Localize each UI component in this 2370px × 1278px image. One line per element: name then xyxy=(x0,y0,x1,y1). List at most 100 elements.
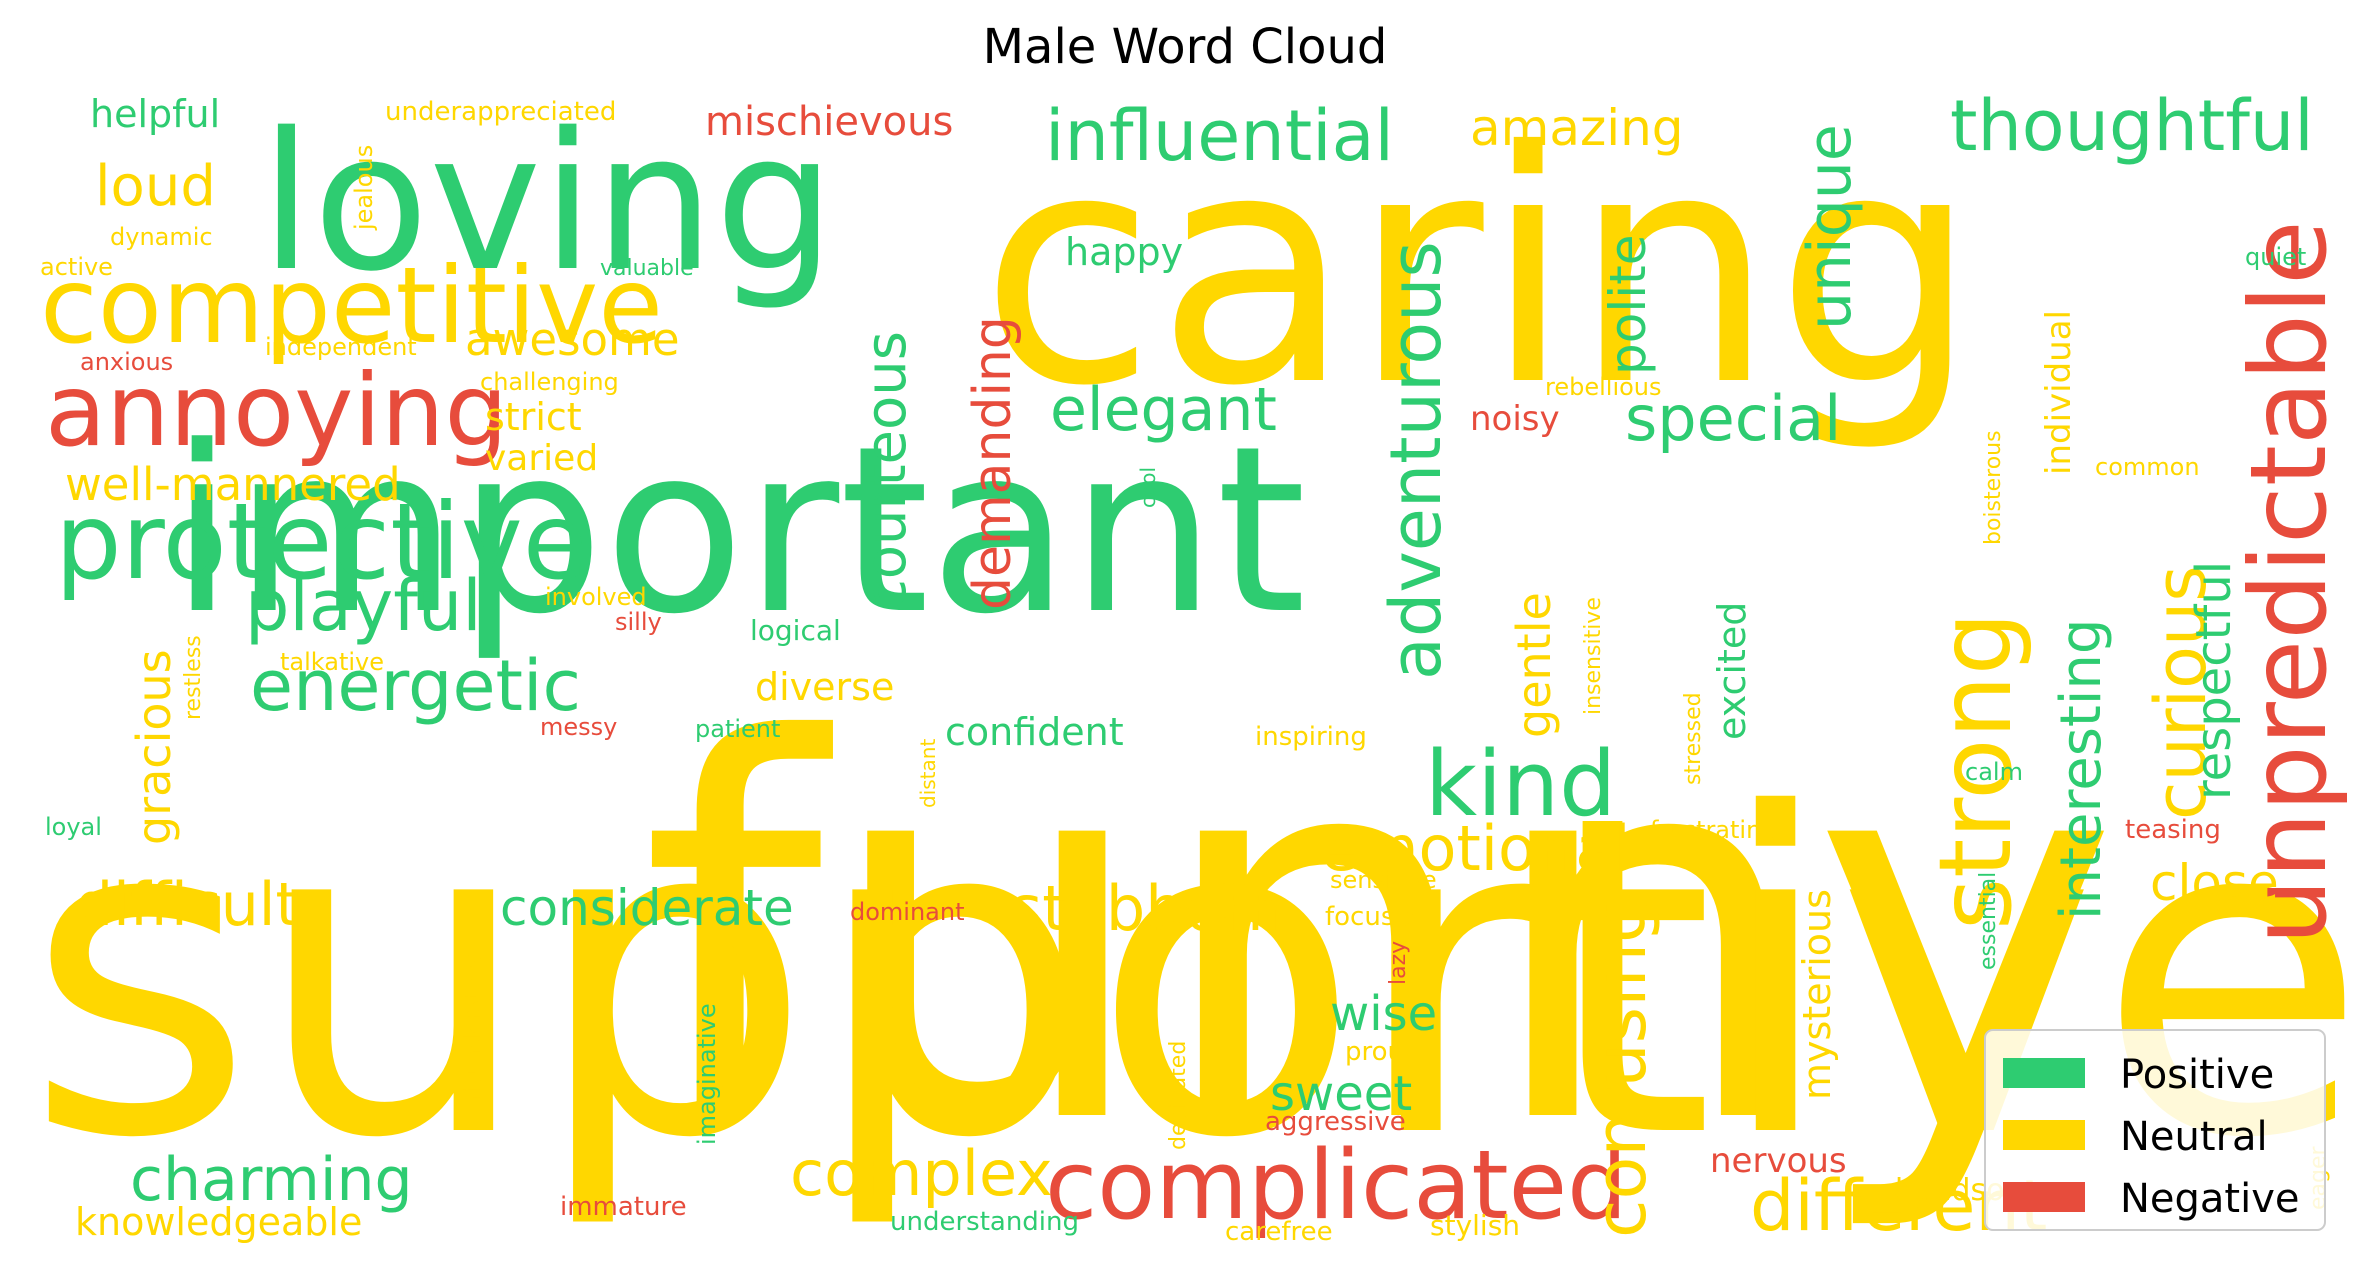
word-stressed: stressed xyxy=(1681,692,1706,785)
word-calm: calm xyxy=(1965,758,2023,786)
word-awesome: awesome xyxy=(465,313,680,366)
word-close: close xyxy=(2150,854,2279,912)
word-strong: strong xyxy=(1917,612,2034,930)
word-dedicated: dedicated xyxy=(1166,1041,1191,1150)
legend: Positive Neutral Negative xyxy=(1984,1029,2326,1231)
word-varied: varied xyxy=(485,438,598,479)
word-well-mannered: well-mannered xyxy=(65,458,401,511)
word-mysterious: mysterious xyxy=(1795,889,1839,1100)
legend-swatch-neutral xyxy=(2003,1120,2085,1150)
word-rebellious: rebellious xyxy=(1545,373,1662,401)
word-underappreciated: underappreciated xyxy=(385,97,616,127)
word-gentle: gentle xyxy=(1507,592,1561,738)
word-interesting: interesting xyxy=(2049,619,2114,920)
legend-swatch-negative xyxy=(2003,1182,2085,1212)
word-playful: playful xyxy=(245,565,482,647)
word-jealous: jealous xyxy=(350,145,378,231)
word-insensitive: insensitive xyxy=(1581,597,1606,715)
word-talkative: talkative xyxy=(280,648,384,676)
word-helpful: helpful xyxy=(90,92,220,136)
legend-label-negative: Negative xyxy=(2120,1176,2300,1222)
word-valuable: valuable xyxy=(600,256,694,281)
word-independent: independent xyxy=(265,333,417,361)
word-distant: distant xyxy=(916,739,940,808)
word-special: special xyxy=(1625,382,1841,455)
word-immature: immature xyxy=(560,1192,687,1222)
word-curious: curious xyxy=(2140,565,2222,820)
word-inspiring: inspiring xyxy=(1255,722,1367,752)
word-frustrating: frustrating xyxy=(1650,816,1777,844)
word-competitive: competitive xyxy=(40,245,663,367)
word-wise: wise xyxy=(1330,986,1437,1042)
word-essential: essential xyxy=(1976,872,2001,970)
word-unpredictable: unpredictable xyxy=(2228,220,2350,945)
word-common: common xyxy=(2095,453,2200,481)
word-thoughtful: thoughtful xyxy=(1950,85,2314,167)
word-unique: unique xyxy=(1795,124,1865,330)
word-amazing: amazing xyxy=(1470,99,1684,157)
word-dominant: dominant xyxy=(850,898,965,926)
word-emotional: emotional xyxy=(1320,812,1630,885)
word-courteous: courteous xyxy=(854,331,919,610)
word-respectful: respectful xyxy=(2186,561,2242,800)
legend-label-positive: Positive xyxy=(2120,1052,2274,1098)
legend-label-neutral: Neutral xyxy=(2120,1114,2268,1160)
word-noisy: noisy xyxy=(1470,399,1560,439)
word-charming: charming xyxy=(130,1145,413,1215)
word-sensitive: sensitive xyxy=(1330,866,1437,894)
word-cool: cool xyxy=(1136,467,1160,508)
word-lazy: lazy xyxy=(1386,941,1411,985)
word-kind: kind xyxy=(1425,732,1616,837)
word-sweet: sweet xyxy=(1270,1066,1412,1122)
word-complex: complex xyxy=(790,1137,1053,1210)
word-challenging: challenging xyxy=(480,368,619,396)
word-teasing: teasing xyxy=(2125,815,2221,845)
word-individual: individual xyxy=(2039,310,2079,475)
word-protective: protective xyxy=(55,481,587,603)
word-focused: focused xyxy=(1325,902,1427,932)
word-dynamic: dynamic xyxy=(110,223,213,251)
word-mischievous: mischievous xyxy=(705,99,953,145)
word-quiet: quiet xyxy=(2245,243,2306,271)
word-difficult: difficult xyxy=(75,870,299,940)
word-logical: logical xyxy=(750,614,841,647)
word-boisterous: boisterous xyxy=(1981,430,2006,545)
word-loving: loving xyxy=(260,92,835,313)
word-confident: confident xyxy=(945,710,1124,754)
word-understanding: understanding xyxy=(890,1207,1079,1237)
word-adventurous: adventurous xyxy=(1375,241,1457,680)
word-excited: excited xyxy=(1710,602,1754,740)
word-considerate: considerate xyxy=(500,879,794,937)
word-important: important xyxy=(170,398,1306,665)
word-annoying: annoying xyxy=(45,352,508,469)
word-misunderstood: misunderstood xyxy=(461,951,486,1115)
word-gracious: gracious xyxy=(127,649,181,845)
word-anxious: anxious xyxy=(80,348,173,376)
word-loyal: loyal xyxy=(45,813,102,841)
word-energetic: energetic xyxy=(250,645,581,727)
word-patient: patient xyxy=(695,715,780,743)
word-supportive: supportive xyxy=(25,722,2368,1234)
word-confusing: confusing xyxy=(1580,899,1662,1238)
word-elegant: elegant xyxy=(1050,375,1277,445)
word-nervous: nervous xyxy=(1710,1141,1847,1181)
legend-swatch-positive xyxy=(2003,1058,2085,1088)
word-knowledgeable: knowledgeable xyxy=(75,1200,362,1244)
word-stylish: stylish xyxy=(1430,1209,1520,1242)
words-group: funnysupportivecaringimportantlovingcomp… xyxy=(25,84,2368,1247)
word-strict: strict xyxy=(485,395,582,439)
word-influential: influential xyxy=(1045,95,1394,177)
word-imaginative: imaginative xyxy=(693,1003,721,1145)
word-active: active xyxy=(40,253,113,281)
word-aggressive: aggressive xyxy=(1265,1107,1406,1137)
word-caring: caring xyxy=(980,84,1978,456)
word-polite: polite xyxy=(1599,235,1657,375)
word-stubborn: stubborn xyxy=(1010,872,1286,945)
word-involved: involved xyxy=(545,583,647,611)
word-demanding: demanding xyxy=(963,316,1023,610)
word-carefree: carefree xyxy=(1225,1217,1333,1247)
word-silly: silly xyxy=(615,608,662,636)
word-loud: loud xyxy=(95,154,216,219)
chart-title: Male Word Cloud xyxy=(983,19,1388,75)
